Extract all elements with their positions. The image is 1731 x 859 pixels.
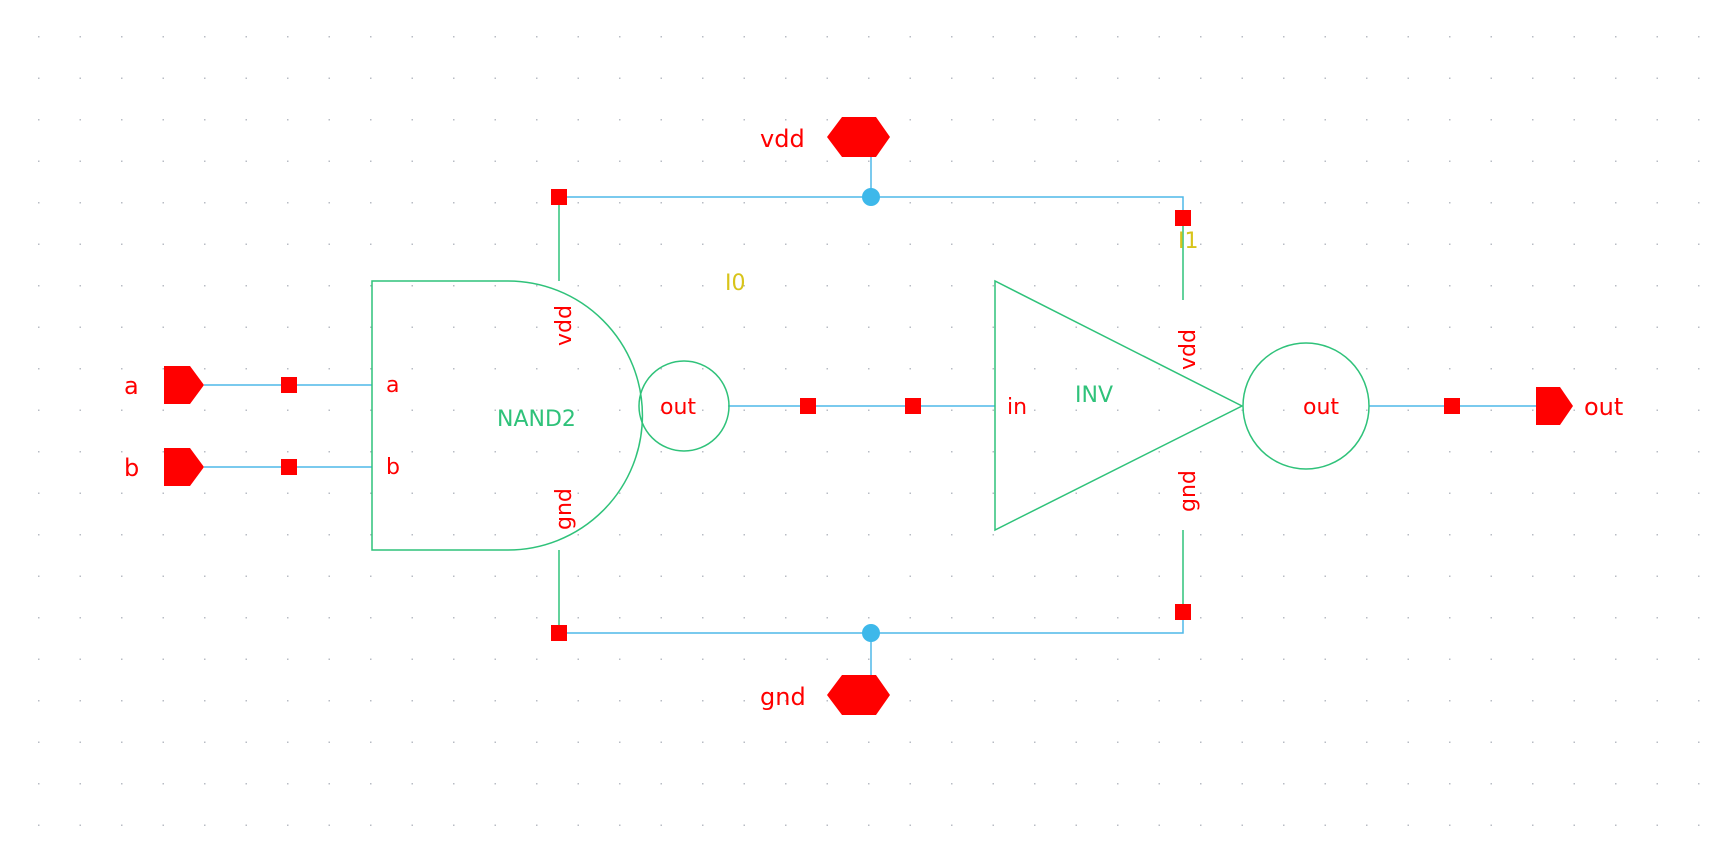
- connection-square-icon: [1175, 210, 1191, 226]
- input-pin-icon[interactable]: [164, 366, 204, 404]
- input-pin-icon[interactable]: [164, 448, 204, 486]
- inv-symbol[interactable]: [994, 218, 1370, 612]
- pin-label-gnd: gnd: [760, 683, 806, 711]
- pins: [164, 117, 1573, 715]
- inv-pin-out: out: [1303, 395, 1339, 420]
- inv-instance-name: I1: [1178, 229, 1199, 254]
- pin-label-out: out: [1584, 393, 1623, 421]
- inout-pin-icon[interactable]: [827, 675, 890, 715]
- inv-pin-in: in: [1007, 395, 1027, 420]
- pin-label-b: b: [124, 454, 139, 482]
- nand2-pin-vdd: vdd: [552, 305, 577, 346]
- connection-square-icon: [800, 398, 816, 414]
- connection-square-icon: [1444, 398, 1460, 414]
- junction-dot-icon: [862, 188, 880, 206]
- nand2-pin-b: b: [386, 455, 400, 480]
- nand2-pin-gnd: gnd: [552, 488, 577, 530]
- nand2-pin-a: a: [386, 373, 399, 398]
- grid-dots: [38, 36, 1700, 826]
- connection-square-icon: [281, 377, 297, 393]
- connection-square-icon: [551, 625, 567, 641]
- junction-dot-icon: [862, 624, 880, 642]
- inv-bubble: [1242, 342, 1370, 470]
- inv-triangle: [994, 279, 1244, 532]
- connection-square-icon: [281, 459, 297, 475]
- inv-pin-gnd: gnd: [1176, 470, 1201, 512]
- junctions: [862, 188, 880, 642]
- connection-square-icon: [905, 398, 921, 414]
- nand2-bubble: [638, 360, 730, 452]
- connection-square-icon: [551, 189, 567, 205]
- connection-points: [281, 189, 1460, 641]
- nand2-cell-name: NAND2: [497, 407, 576, 432]
- nand2-pin-out: out: [660, 395, 696, 420]
- inv-cell-name: INV: [1075, 383, 1113, 408]
- inv-pin-vdd: vdd: [1176, 329, 1201, 370]
- nand2-body: [371, 280, 644, 551]
- pin-label-vdd: vdd: [760, 125, 805, 153]
- nand2-symbol[interactable]: [371, 197, 730, 633]
- inout-pin-icon[interactable]: [827, 117, 890, 157]
- output-pin-icon[interactable]: [1536, 387, 1573, 425]
- pin-label-a: a: [124, 372, 139, 400]
- nand2-instance-name: I0: [725, 271, 746, 296]
- connection-square-icon: [1175, 604, 1191, 620]
